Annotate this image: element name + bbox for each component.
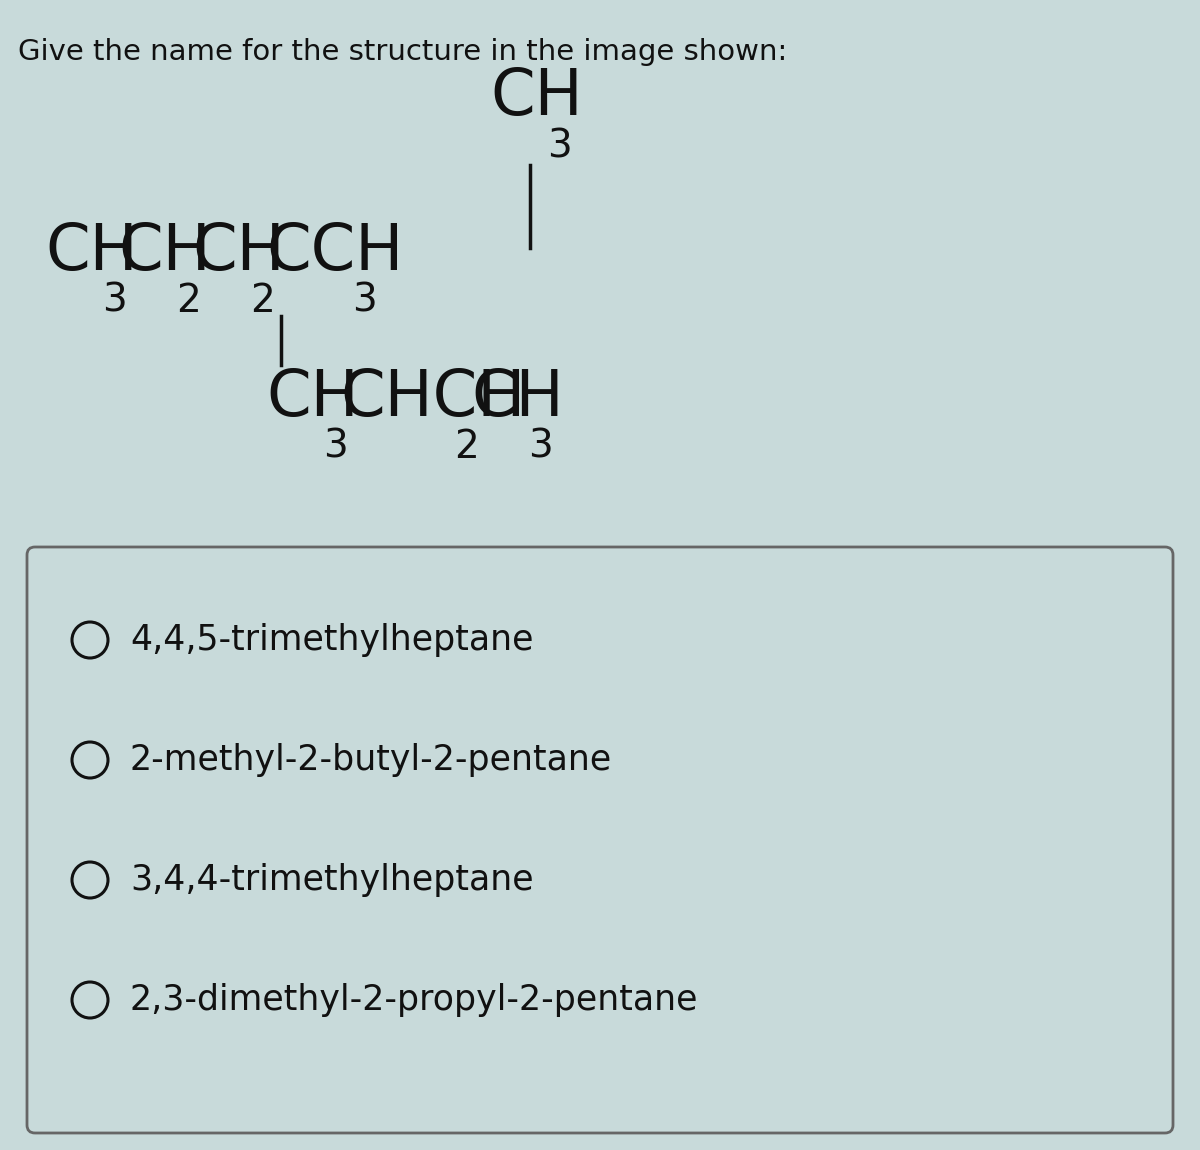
Text: 3: 3	[352, 282, 377, 320]
Text: 2: 2	[250, 282, 275, 320]
Text: CH: CH	[46, 221, 138, 283]
Text: 3,4,4-trimethylheptane: 3,4,4-trimethylheptane	[130, 862, 534, 897]
Text: CCH: CCH	[266, 221, 403, 283]
Text: CHCH: CHCH	[341, 367, 526, 429]
Text: 2-methyl-2-butyl-2-pentane: 2-methyl-2-butyl-2-pentane	[130, 743, 612, 777]
Text: 3: 3	[102, 282, 127, 320]
FancyBboxPatch shape	[28, 547, 1174, 1133]
Text: CH: CH	[490, 66, 583, 128]
Text: 3: 3	[528, 428, 553, 466]
Text: 3: 3	[324, 428, 348, 466]
Text: CH: CH	[119, 221, 211, 283]
Text: 2: 2	[176, 282, 200, 320]
Text: CH: CH	[266, 367, 359, 429]
Text: CH: CH	[193, 221, 286, 283]
Text: 2: 2	[455, 428, 479, 466]
Text: 4,4,5-trimethylheptane: 4,4,5-trimethylheptane	[130, 623, 534, 657]
Text: CH: CH	[472, 367, 564, 429]
Text: 2,3-dimethyl-2-propyl-2-pentane: 2,3-dimethyl-2-propyl-2-pentane	[130, 983, 698, 1017]
Text: Give the name for the structure in the image shown:: Give the name for the structure in the i…	[18, 38, 787, 66]
Text: 3: 3	[547, 126, 571, 164]
